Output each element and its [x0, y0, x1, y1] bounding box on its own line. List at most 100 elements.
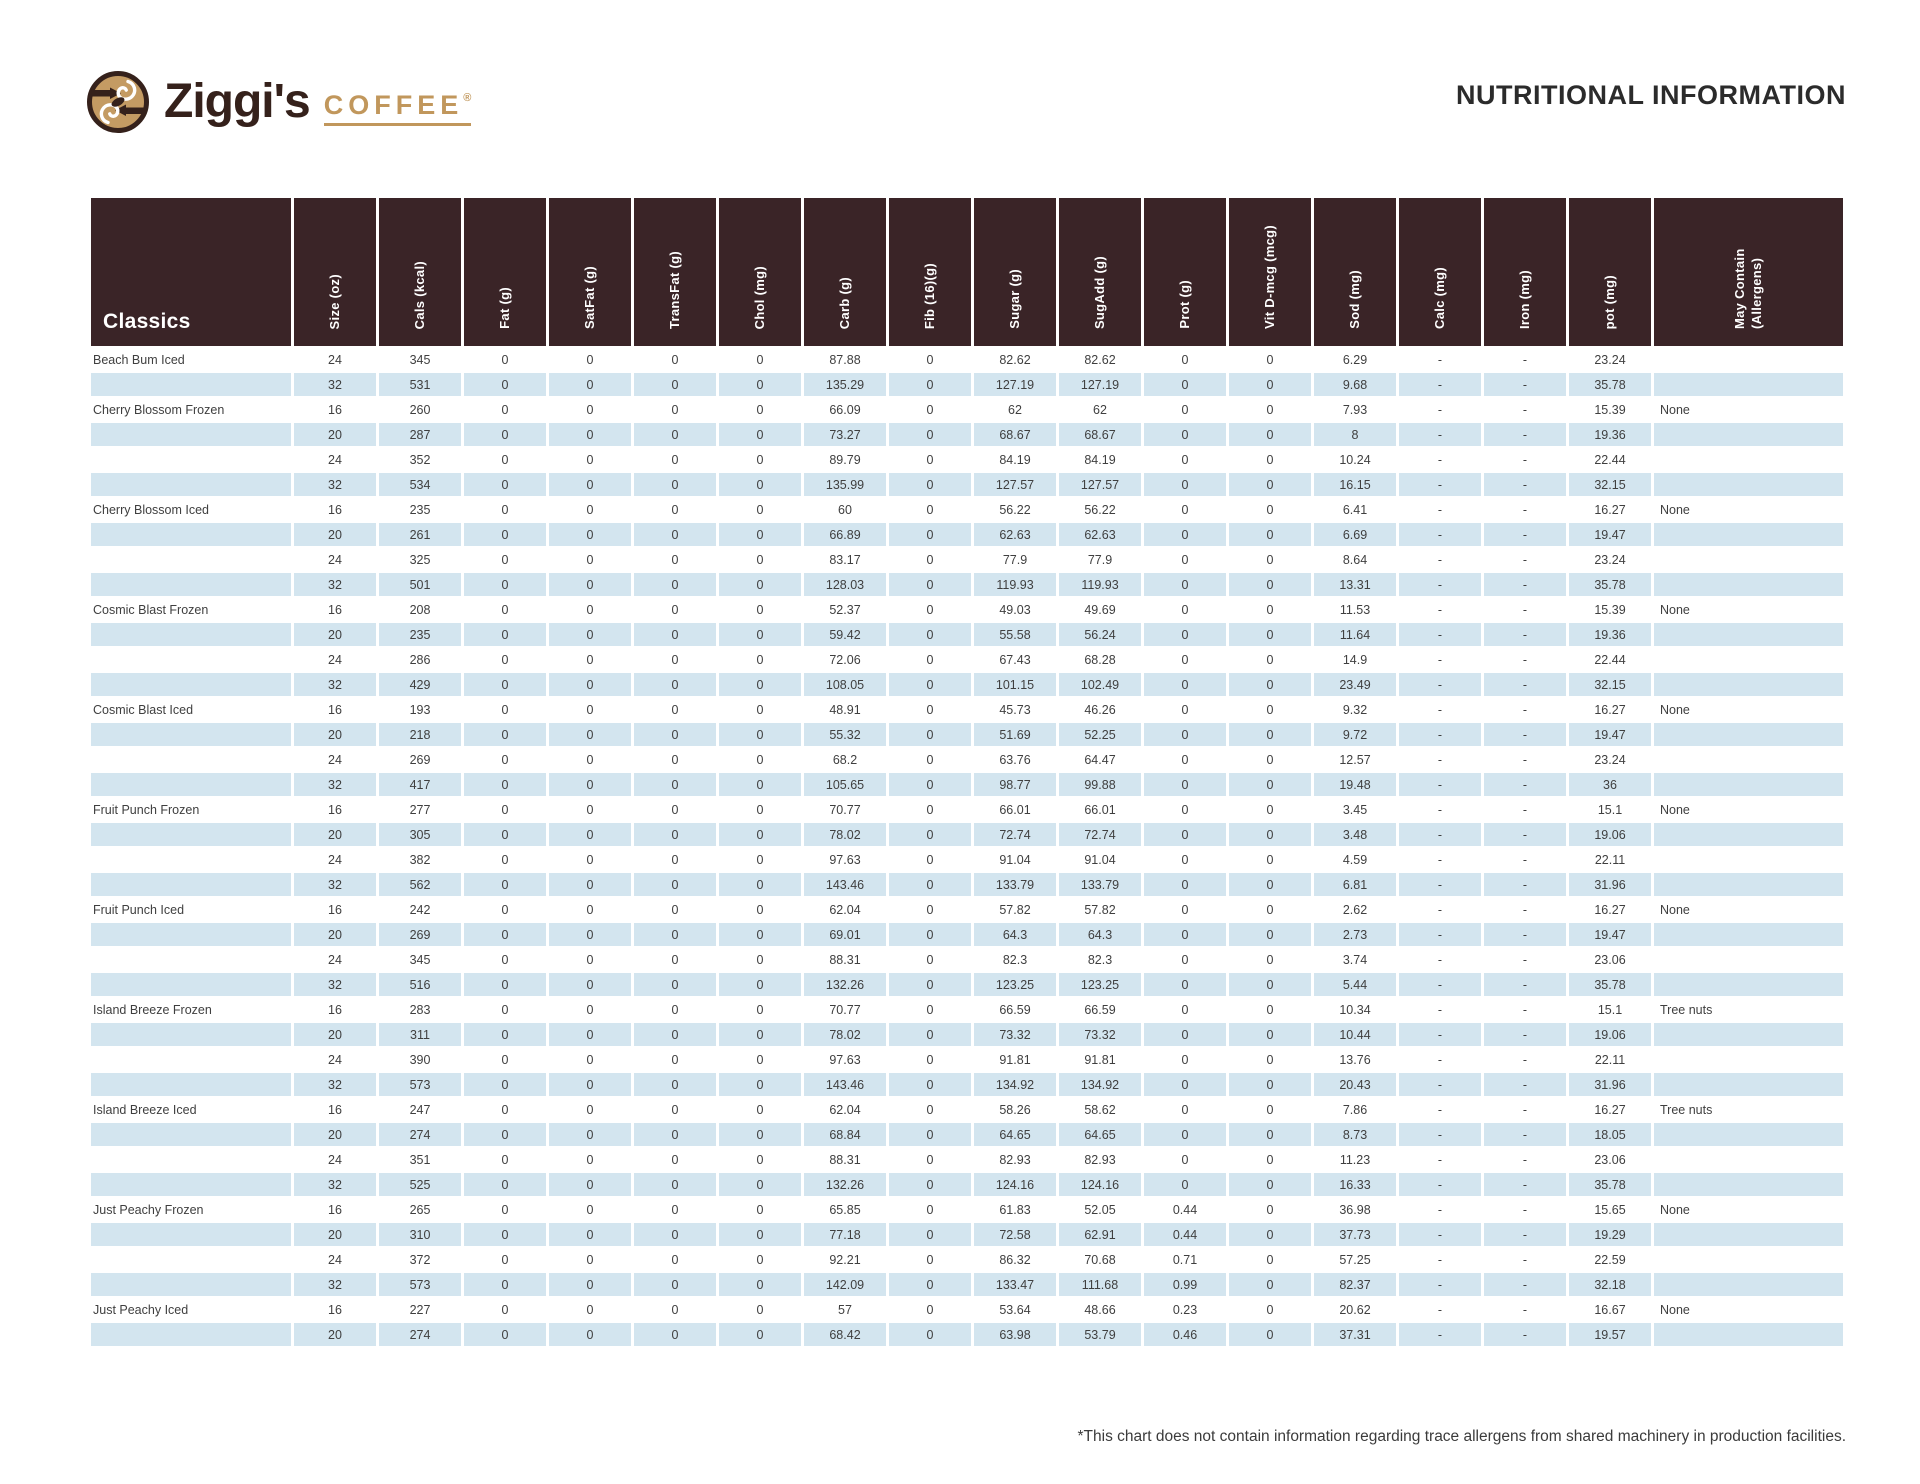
- value-cell: -: [1522, 1102, 1528, 1117]
- value-cell: -: [1522, 852, 1528, 867]
- value-cell: 68.28: [1084, 652, 1116, 667]
- value-cell: 0: [671, 1002, 679, 1017]
- value-cell: -: [1399, 823, 1481, 846]
- value-cell: 0: [1229, 423, 1311, 446]
- value-cell: 0: [586, 702, 594, 717]
- value-cell: 0: [586, 1002, 594, 1017]
- value-cell: -: [1437, 602, 1443, 617]
- value-cell: 32: [294, 673, 376, 696]
- value-cell: 0: [889, 423, 971, 446]
- allergen-cell: [1654, 1323, 1843, 1346]
- value-cell: 0: [926, 702, 934, 717]
- value-cell: 0: [926, 1002, 934, 1017]
- value-cell: 35.78: [1569, 373, 1651, 396]
- value-cell: 0: [586, 952, 594, 967]
- value-cell: 24: [328, 652, 342, 667]
- value-cell: 0: [549, 823, 631, 846]
- value-cell: -: [1484, 423, 1566, 446]
- value-cell: 52.05: [1084, 1202, 1116, 1217]
- value-cell: 64.3: [1059, 923, 1141, 946]
- value-cell: 16.27: [1594, 702, 1626, 717]
- value-cell: 70.77: [829, 802, 861, 817]
- value-cell: 0: [1229, 1073, 1311, 1096]
- value-cell: 242: [409, 902, 431, 917]
- value-cell: 0: [586, 1102, 594, 1117]
- value-cell: -: [1399, 1323, 1481, 1346]
- value-cell: -: [1399, 723, 1481, 746]
- value-cell: 0: [889, 1173, 971, 1196]
- allergen-cell: Tree nuts: [1660, 1102, 1713, 1117]
- value-cell: 0: [549, 623, 631, 646]
- value-cell: 0: [756, 1102, 764, 1117]
- value-cell: 124.16: [974, 1173, 1056, 1196]
- column-header: Fat (g): [464, 198, 546, 346]
- value-cell: 60: [838, 502, 852, 517]
- value-cell: 0: [464, 473, 546, 496]
- value-cell: 0.44: [1144, 1223, 1226, 1246]
- value-cell: 84.19: [1084, 452, 1116, 467]
- value-cell: 91.04: [999, 852, 1031, 867]
- value-cell: 0: [1229, 473, 1311, 496]
- value-cell: 235: [409, 502, 431, 517]
- drink-name-cell: [91, 423, 291, 446]
- value-cell: 22.11: [1594, 852, 1626, 867]
- value-cell: 283: [409, 1002, 431, 1017]
- value-cell: 0: [549, 973, 631, 996]
- value-cell: -: [1484, 1073, 1566, 1096]
- value-cell: 9.68: [1314, 373, 1396, 396]
- value-cell: 0: [634, 473, 716, 496]
- value-cell: 22.59: [1594, 1252, 1626, 1267]
- value-cell: 19.36: [1569, 423, 1651, 446]
- value-cell: 0: [586, 402, 594, 417]
- table-row: 32 516 0 0 0 0 132.26 0 123.25 123.25 0 0 5.44- -35.7…: [91, 973, 1843, 996]
- value-cell: 0: [501, 852, 509, 867]
- value-cell: 0: [1266, 352, 1274, 367]
- drink-name-cell: Cherry Blossom Frozen: [93, 402, 225, 417]
- value-cell: 0: [586, 1302, 594, 1317]
- value-cell: 46.26: [1084, 702, 1116, 717]
- value-cell: 0: [1181, 652, 1189, 667]
- value-cell: 0: [889, 523, 971, 546]
- value-cell: 72.74: [974, 823, 1056, 846]
- value-cell: 14.9: [1342, 652, 1368, 667]
- value-cell: -: [1437, 1252, 1443, 1267]
- table-row: 20 269 0 0 0 0 69.01 0 64.3 64.3 0 0 2.73- -19.47: [91, 923, 1843, 946]
- value-cell: 0: [501, 602, 509, 617]
- value-cell: 0: [1144, 723, 1226, 746]
- value-cell: 0: [926, 1152, 934, 1167]
- value-cell: 0: [464, 773, 546, 796]
- allergen-cell: [1654, 373, 1843, 396]
- column-header: Iron (mg): [1484, 198, 1566, 346]
- value-cell: 0: [926, 652, 934, 667]
- value-cell: -: [1484, 973, 1566, 996]
- value-cell: 0: [756, 752, 764, 767]
- value-cell: 63.76: [999, 752, 1031, 767]
- value-cell: 20: [294, 523, 376, 546]
- value-cell: 135.99: [804, 473, 886, 496]
- drink-name-cell: [91, 848, 291, 871]
- value-cell: 15.1: [1597, 802, 1623, 817]
- value-cell: 57.82: [999, 902, 1031, 917]
- value-cell: 124.16: [1059, 1173, 1141, 1196]
- allergen-cell: [1654, 1148, 1843, 1171]
- allergen-cell: None: [1660, 1302, 1690, 1317]
- value-cell: 235: [379, 623, 461, 646]
- value-cell: 0: [719, 623, 801, 646]
- allergen-cell: [1654, 423, 1843, 446]
- value-cell: 31.96: [1569, 873, 1651, 896]
- value-cell: 11.53: [1339, 602, 1371, 617]
- value-cell: 0: [1266, 502, 1274, 517]
- value-cell: 0: [1144, 873, 1226, 896]
- value-cell: 73.27: [804, 423, 886, 446]
- value-cell: 102.49: [1059, 673, 1141, 696]
- value-cell: 0: [464, 823, 546, 846]
- drink-name-cell: Cherry Blossom Iced: [93, 502, 210, 517]
- table-row: Just Peachy Iced 16 227 0 0 0 0 57 0 53.64 48.66 0.…: [91, 1298, 1843, 1321]
- value-cell: 20: [294, 923, 376, 946]
- value-cell: 0: [1181, 552, 1189, 567]
- value-cell: 20: [294, 1123, 376, 1146]
- value-cell: 0: [926, 802, 934, 817]
- value-cell: 82.62: [1084, 352, 1116, 367]
- value-cell: 0: [549, 373, 631, 396]
- value-cell: 0: [586, 852, 594, 867]
